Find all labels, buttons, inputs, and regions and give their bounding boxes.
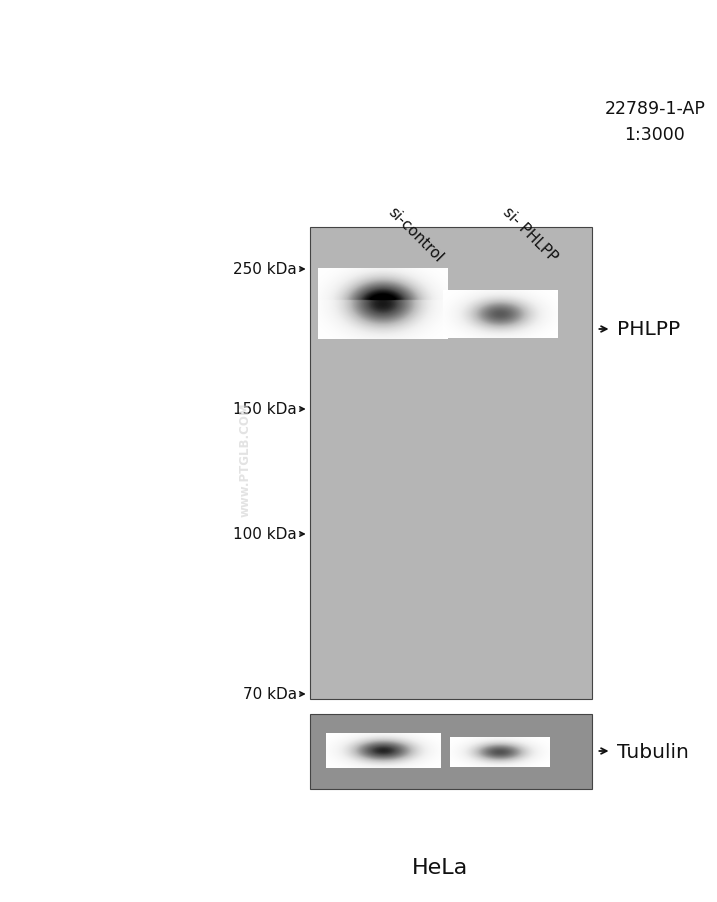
Bar — [310, 227, 592, 699]
Text: www.PTGLB.COM: www.PTGLB.COM — [239, 402, 252, 517]
Text: 100 kDa: 100 kDa — [233, 527, 297, 542]
Text: 250 kDa: 250 kDa — [233, 262, 297, 277]
Text: Tubulin: Tubulin — [617, 741, 689, 760]
Text: PHLPP: PHLPP — [617, 320, 680, 339]
Text: HeLa: HeLa — [412, 857, 468, 877]
Bar — [310, 714, 592, 789]
Text: 22789-1-AP
1:3000: 22789-1-AP 1:3000 — [604, 100, 706, 144]
Text: si- PHLPP: si- PHLPP — [500, 204, 561, 264]
Text: 70 kDa: 70 kDa — [243, 686, 297, 702]
Text: si-control: si-control — [385, 204, 446, 265]
Text: 150 kDa: 150 kDa — [233, 402, 297, 417]
